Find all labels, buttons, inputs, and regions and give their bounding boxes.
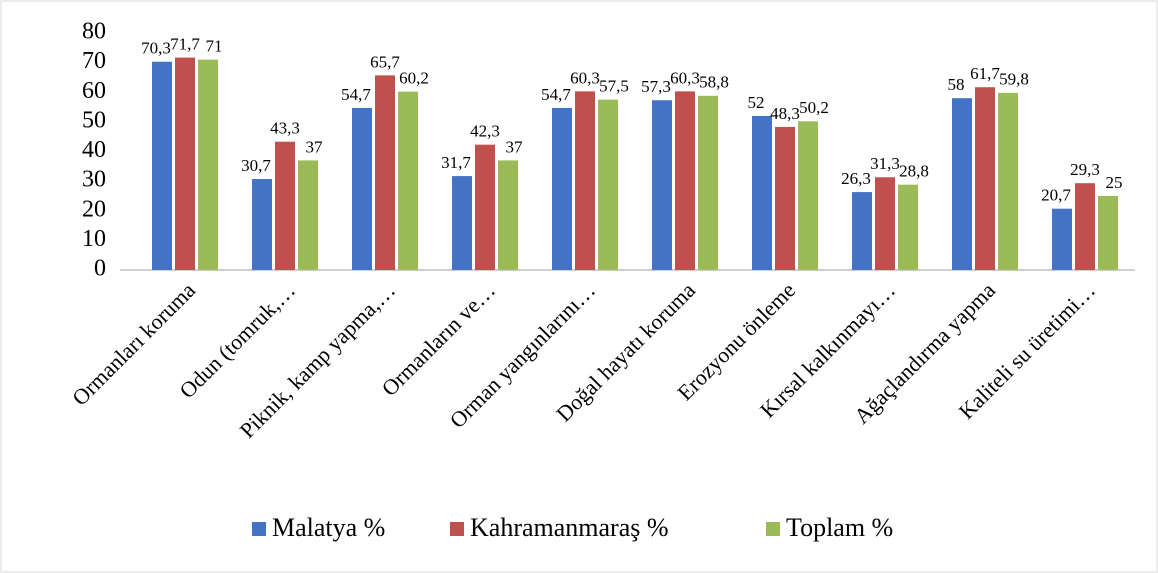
bar (998, 92, 1018, 270)
value-label: 42,3 (470, 122, 500, 141)
bar (398, 91, 418, 270)
bar (575, 91, 595, 270)
legend-label: Toplam % (786, 513, 893, 542)
legend-label: Malatya % (272, 513, 385, 542)
bar (852, 192, 872, 270)
value-label: 37 (306, 137, 324, 156)
value-label: 71 (206, 37, 223, 56)
value-label: 26,3 (841, 169, 871, 188)
bar (198, 59, 218, 270)
y-tick-label: 20 (82, 196, 106, 222)
bar (152, 61, 172, 270)
value-label: 20,7 (1041, 186, 1071, 205)
value-label: 54,7 (541, 85, 571, 104)
bar (375, 75, 395, 271)
value-label: 58 (948, 75, 965, 94)
y-tick-label: 30 (82, 167, 106, 193)
value-label: 29,3 (1070, 160, 1100, 179)
y-tick-label: 10 (82, 226, 106, 252)
bar (1052, 208, 1072, 270)
bar (698, 95, 718, 271)
bar (975, 87, 995, 271)
bar (798, 121, 818, 270)
y-tick-label: 50 (82, 107, 106, 133)
bar (598, 99, 618, 270)
value-label: 25 (1106, 173, 1123, 192)
legend-marker (252, 522, 266, 536)
legend-label: Kahramanmaraş % (470, 513, 669, 542)
value-label: 60,2 (399, 69, 429, 88)
value-label: 60,3 (670, 68, 700, 87)
bar (452, 176, 472, 270)
bar (1098, 195, 1118, 270)
bar (252, 179, 272, 270)
value-label: 54,7 (341, 85, 371, 104)
bar (552, 107, 572, 270)
bar (675, 91, 695, 270)
value-label: 50,2 (799, 98, 829, 117)
value-label: 71,7 (170, 34, 200, 53)
value-label: 57,3 (641, 77, 671, 96)
bar (298, 160, 318, 270)
value-label: 43,3 (270, 119, 300, 138)
bar (175, 57, 195, 271)
bar (475, 144, 495, 270)
value-label: 37 (506, 137, 524, 156)
bar (952, 98, 972, 270)
y-tick-label: 60 (82, 78, 106, 104)
bar (898, 184, 918, 270)
bar (498, 160, 518, 270)
bar (352, 107, 372, 270)
value-label: 52 (748, 93, 765, 112)
value-label: 58,8 (699, 73, 729, 92)
value-label: 31,3 (870, 154, 900, 173)
bar (652, 100, 672, 270)
value-label: 70,3 (141, 39, 171, 58)
value-label: 30,7 (241, 156, 271, 175)
legend-marker (766, 522, 780, 536)
value-label: 59,8 (999, 70, 1029, 89)
bar (1075, 183, 1095, 270)
value-label: 61,7 (970, 64, 1000, 83)
bar (875, 177, 895, 270)
value-label: 57,5 (599, 77, 629, 96)
y-tick-label: 80 (82, 19, 106, 45)
value-label: 60,3 (570, 68, 600, 87)
legend-marker (450, 522, 464, 536)
y-tick-label: 0 (94, 256, 106, 282)
y-tick-label: 70 (82, 48, 106, 74)
value-label: 48,3 (770, 104, 800, 123)
bar (775, 126, 795, 270)
bar (752, 115, 772, 270)
bar (275, 141, 295, 270)
value-label: 31,7 (441, 153, 471, 172)
value-label: 65,7 (370, 52, 400, 71)
y-tick-label: 40 (82, 137, 106, 163)
value-label: 28,8 (899, 162, 929, 181)
